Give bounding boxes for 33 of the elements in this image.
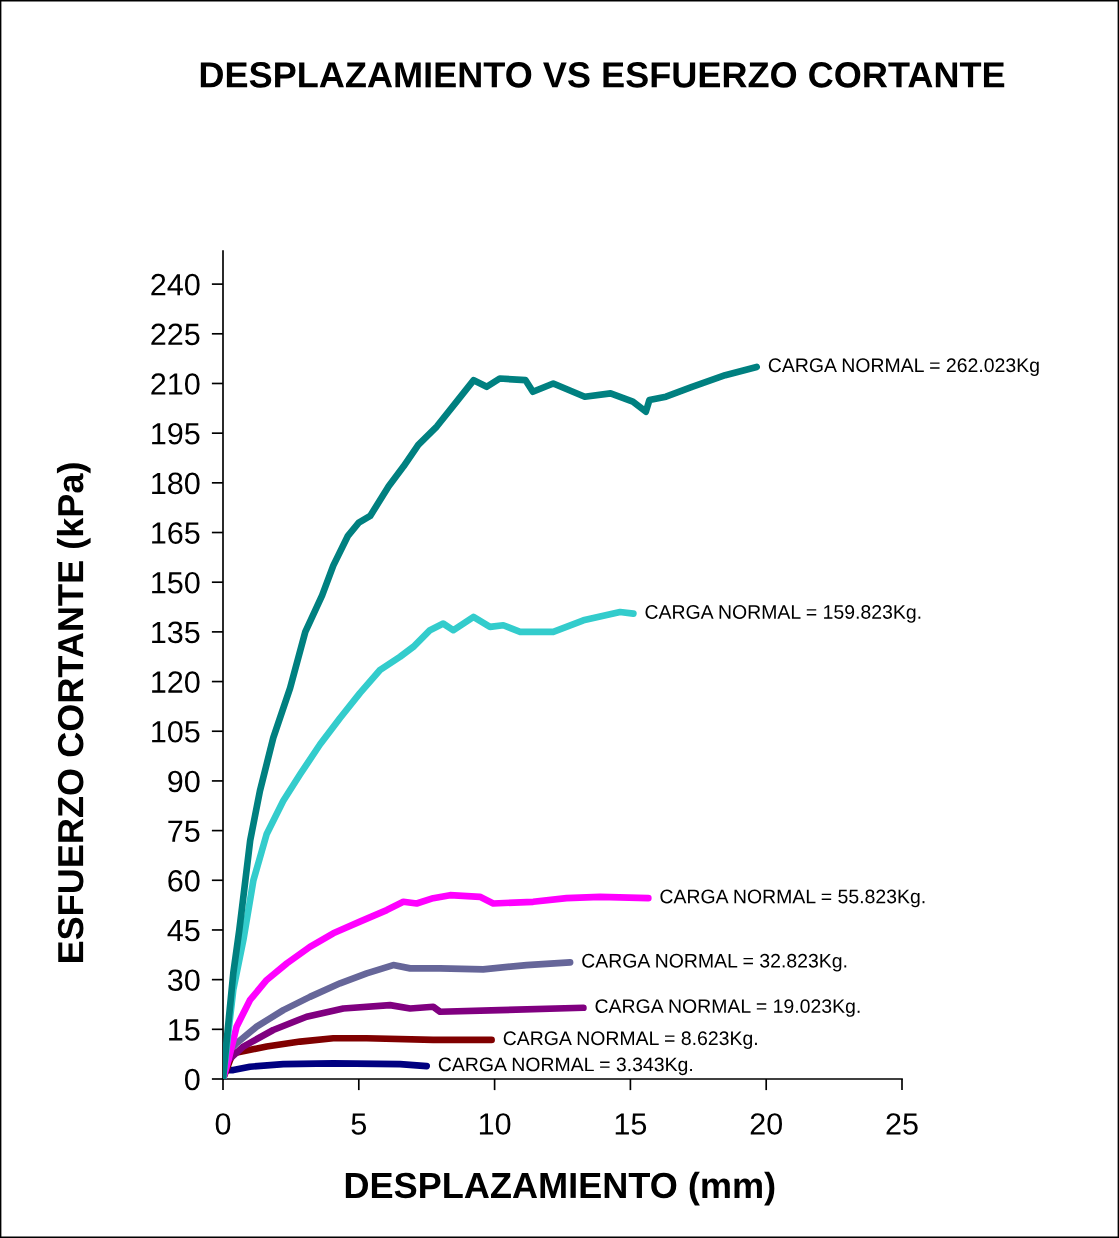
y-tick-label: 120 (152, 671, 200, 693)
y-tick-label: 165 (152, 522, 200, 544)
y-tick-label: 75 (168, 820, 200, 842)
series-label: CARGA NORMAL = 8.623Kg. (503, 1031, 757, 1049)
y-tick-label: 225 (151, 323, 200, 346)
y-tick-label: 30 (167, 969, 200, 992)
series-label: CARGA NORMAL = 32.823Kg. (582, 953, 847, 972)
y-tick-label: 45 (167, 920, 200, 942)
series-label: CARGA NORMAL = 3.343Kg. (438, 1057, 692, 1076)
series-label: CARGA NORMAL = 159.823Kg. (645, 605, 921, 623)
x-tick-label: 15 (615, 1113, 647, 1135)
chart-title: DESPLAZAMIENTO VS ESFUERZO CORTANTE (200, 62, 1005, 88)
series-label: CARGA NORMAL = 262.023Kg (768, 358, 1039, 376)
y-tick-label: 135 (152, 621, 200, 644)
x-tick-label: 10 (479, 1113, 511, 1135)
x-axis-title: DESPLAZAMIENTO (mm) (345, 1171, 775, 1206)
y-tick-label: 90 (168, 770, 200, 793)
x-tick-label: 20 (750, 1113, 782, 1135)
series-label: CARGA NORMAL = 55.823Kg. (660, 889, 925, 908)
y-tick-label: 0 (184, 1068, 200, 1091)
x-tick-label: 0 (215, 1113, 231, 1135)
y-tick-label: 15 (169, 1019, 200, 1041)
y-tick-label: 180 (152, 472, 200, 495)
y-tick-label: 210 (151, 373, 200, 395)
x-tick-label: 5 (351, 1113, 367, 1135)
y-tick-label: 150 (152, 571, 200, 594)
series-label: CARGA NORMAL = 19.023Kg. (595, 999, 860, 1017)
y-axis-title: ESFUERZO CORTANTE (kPa) (56, 463, 91, 963)
x-tick-label: 25 (886, 1113, 918, 1135)
y-tick-label: 195 (152, 422, 200, 445)
y-tick-label: 240 (151, 273, 200, 296)
y-tick-label: 60 (168, 870, 200, 892)
y-tick-label: 105 (152, 720, 200, 743)
